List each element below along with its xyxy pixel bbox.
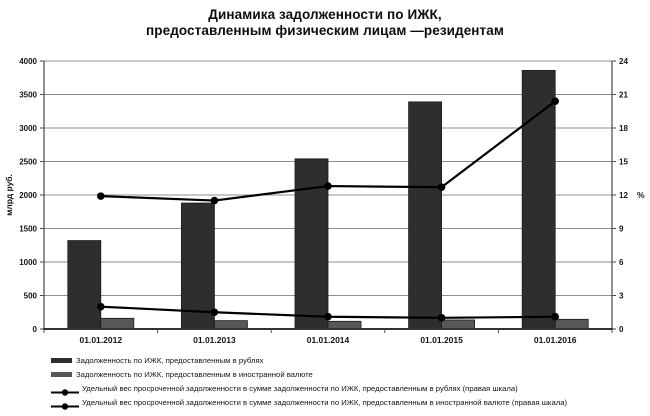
bar-series1-01.01.2016 [554,318,589,330]
chart-legend: Задолженность по ИЖК, предоставленным в … [51,353,646,410]
line-marker-series3-01.01.2016 [551,97,559,105]
bar-series1-01.01.2012 [100,317,135,330]
legend-label: Задолженность по ИЖК, предоставленным в … [76,369,313,379]
y-left-tick-label: 4000 [19,57,37,66]
y-right-tick-label: 15 [619,158,628,167]
legend-item-overdue-share-foreign-currency: Удельный вес просроченной задолженности … [51,395,646,410]
line-marker-series2-01.01.2015 [437,314,446,322]
chart-title-line2: предоставленным физическим лицам —резиде… [146,23,504,38]
line-marker-series3-01.01.2013 [210,196,219,205]
bar-series0-01.01.2016 [521,69,556,330]
bar-series1-01.01.2015 [441,319,476,330]
bar-series0-01.01.2013 [180,202,215,330]
legend-label: Удельный вес просроченной задолженности … [82,397,568,407]
bar-series1-01.01.2014 [327,320,362,330]
legend-item-overdue-share-rubles: Удельный вес просроченной задолженности … [51,381,646,396]
y-left-tick-label: 500 [24,292,38,301]
line-marker-series3-01.01.2014 [324,182,332,190]
line-marker-series2-01.01.2013 [210,308,219,317]
chart-title: Динамика задолженности по ИЖК, предостав… [0,7,650,39]
y-right-tick-label: 12 [619,191,628,200]
legend-line-marker-icon [51,384,79,396]
y-right-tick-label: 3 [619,292,624,301]
line-marker-series2-01.01.2012 [97,302,105,311]
legend-label: Задолженность по ИЖК, предоставленным в … [76,355,264,365]
bar-series0-01.01.2012 [67,240,102,330]
y-right-tick-label: 18 [619,124,628,133]
legend-item-debt-rubles: Задолженность по ИЖК, предоставленным в … [51,353,646,367]
y-right-tick-label: 24 [619,57,628,66]
y-left-tick-label: 3000 [19,124,37,133]
y-left-tick-label: 1500 [19,225,37,234]
line-marker-series2-01.01.2014 [324,312,332,321]
x-tick-label: 01.01.2013 [193,335,236,345]
x-tick-label: 01.01.2012 [80,335,123,345]
y-right-axis-title: % [637,190,645,200]
y-left-tick-label: 2500 [19,158,37,167]
y-right-tick-label: 9 [619,225,624,234]
y-right-tick-label: 0 [619,325,624,334]
legend-swatch-bar-gray-icon [51,371,72,377]
x-tick-label: 01.01.2014 [307,335,350,345]
y-right-tick-label: 6 [619,258,624,267]
legend-line-marker-icon [51,398,79,410]
chart-title-line1: Динамика задолженности по ИЖК, [208,7,442,22]
y-left-axis-title: млрд руб. [4,174,14,216]
legend-swatch-bar-dark-icon [51,357,72,363]
legend-label: Удельный вес просроченной задолженности … [82,383,518,393]
line-marker-series2-01.01.2016 [551,312,559,321]
bar-series0-01.01.2015 [408,101,443,330]
legend-item-debt-foreign-currency: Задолженность по ИЖК, предоставленным в … [51,367,646,381]
y-right-tick-label: 21 [619,91,628,100]
y-left-tick-label: 3500 [19,91,37,100]
y-left-tick-label: 1000 [19,258,37,267]
line-marker-series3-01.01.2012 [97,192,105,200]
bar-series0-01.01.2014 [294,158,329,330]
bar-series1-01.01.2013 [213,320,248,330]
y-left-tick-label: 0 [33,325,38,334]
x-tick-label: 01.01.2015 [420,335,463,345]
line-marker-series3-01.01.2015 [437,183,446,191]
x-tick-label: 01.01.2016 [534,335,577,345]
y-left-tick-label: 2000 [19,191,37,200]
